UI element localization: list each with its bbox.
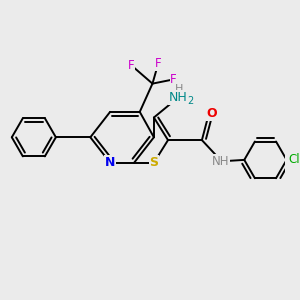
- Text: N: N: [105, 156, 115, 169]
- Text: H: H: [175, 84, 184, 94]
- Text: F: F: [170, 73, 177, 86]
- Text: NH: NH: [169, 91, 187, 104]
- Text: F: F: [155, 57, 161, 70]
- Text: O: O: [206, 107, 217, 120]
- Text: NH: NH: [212, 155, 229, 168]
- Text: F: F: [128, 59, 135, 72]
- Text: S: S: [149, 156, 158, 169]
- Text: 2: 2: [187, 96, 193, 106]
- Text: Cl: Cl: [288, 153, 299, 167]
